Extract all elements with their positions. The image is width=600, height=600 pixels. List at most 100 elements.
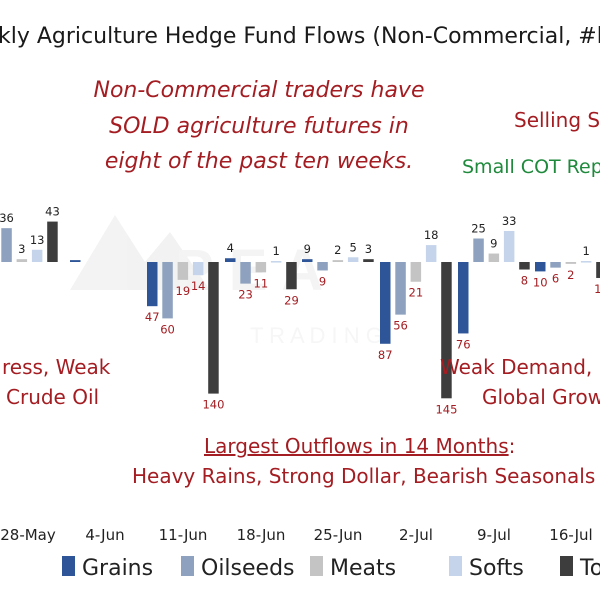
value-label: 2 [334,243,341,257]
legend-label: To [579,556,600,581]
value-label: 36 [0,211,14,225]
value-label: 1 [272,244,279,258]
bar-softs-9-jul [580,261,592,263]
bar-meats-4-jun [177,262,189,280]
x-tick-label: 9-Jul [477,526,511,544]
value-label: 1 [582,244,589,258]
bar-group [1,221,600,399]
bar-total-11-jun [286,262,297,290]
legend-label: Meats [330,556,396,581]
x-tick-label: 11-Jun [159,526,208,544]
bar-softs-21-may [31,249,43,262]
value-label: 10 [533,275,548,289]
bar-oilseeds-9-jul [550,262,561,268]
x-axis-ticks: 28-May 4-Jun 11-Jun 18-Jun 25-Jun 2-Jul 9-Jul 1… [0,526,592,544]
bar-oilseeds-2-jul [473,238,484,262]
main-note-line-2: SOLD agriculture futures in [109,114,409,139]
value-label: 145 [435,402,457,416]
bar-oilseeds-11-jun [240,262,251,284]
bar-grains-25-jun [380,262,391,344]
value-label: 8 [521,274,528,288]
bar-total-25-jun [441,262,452,399]
bar-grains-9-jul [535,262,546,272]
outflow-reasons: Heavy Rains, Strong Dollar, Bearish Seas… [132,464,595,488]
main-note-line-3: eight of the past ten weeks. [105,149,413,174]
value-label: 76 [456,337,471,351]
left-note-line-2: Crude Oil [6,385,99,409]
legend-swatch [181,556,194,576]
outflow-note: Largest Outflows in 14 Months: Heavy Rai… [132,434,595,488]
value-label: 2 [567,268,574,282]
bar-softs-4-jun [192,262,204,276]
legend-label: Oilseeds [201,556,295,581]
bar-total-4-jun [208,262,219,394]
bar-softs-11-jun [270,261,282,263]
right-note: Weak Demand, Global Grow [440,355,600,409]
value-label: 29 [284,293,299,307]
bar-meats-9-jul [565,262,577,264]
right-note-line-1: Weak Demand, [440,355,592,379]
bar-softs-2-jul [503,230,515,262]
value-label: 56 [393,319,408,333]
main-note-line-1: Non-Commercial traders have [94,78,425,103]
selling-note: Selling S [514,108,600,132]
value-label: 9 [304,242,311,256]
bar-oilseeds-18-jun [317,262,328,271]
bar-oilseeds-21-may [1,228,12,262]
bar-grains-28-may [70,260,81,262]
x-tick-label: 25-Jun [314,526,363,544]
left-note: ress, Weak Crude Oil [2,355,111,409]
value-label: 17 [594,282,600,296]
value-label: 87 [378,348,393,362]
value-label: 21 [409,286,424,300]
value-label: 3 [18,242,25,256]
value-label: 6 [552,272,559,286]
legend-swatch [560,556,573,576]
bar-meats-18-jun [332,260,344,262]
bar-grains-2-jul [458,262,469,334]
bar-total-21-may [47,221,58,262]
x-tick-label: 28-May [0,526,56,544]
bar-softs-25-jun [425,245,437,262]
svg-text:T R A D I N G: T R A D I N G [250,323,383,348]
value-label: 9 [490,237,497,251]
bar-total-18-jun [363,259,374,262]
value-label: 25 [471,222,486,236]
x-tick-label: 16-Jul [549,526,592,544]
value-label: 47 [145,310,160,324]
value-label: 11 [254,276,269,290]
value-label-group: 8363134347601914140423111299925387562118… [0,205,600,417]
bar-grains-4-jun [147,262,158,307]
value-label: 33 [502,214,517,228]
value-label: 23 [238,288,253,302]
bar-meats-25-jun [410,262,422,282]
value-label: 4 [227,241,234,255]
chart-title: kly Agriculture Hedge Fund Flows (Non-Co… [0,24,600,49]
main-note: Non-Commercial traders have SOLD agricul… [94,78,425,174]
bar-grains-18-jun [302,259,313,262]
legend: Grains Oilseeds Meats Softs To [62,556,600,581]
value-label: 60 [160,322,175,336]
x-tick-label: 2-Jul [399,526,433,544]
value-label: 3 [365,242,372,256]
legend-swatch [449,556,462,576]
value-label: 9 [319,274,326,288]
bar-meats-11-jun [255,262,267,273]
bar-meats-21-may [16,259,28,262]
legend-label: Grains [82,556,153,581]
outflow-title: Largest Outflows in 14 Months: [204,434,515,458]
left-note-line-1: ress, Weak [2,355,111,379]
bar-softs-18-jun [347,257,359,262]
cot-note: Small COT Rep [462,156,600,178]
bar-total-2-jul [519,262,530,270]
legend-label: Softs [469,556,524,581]
x-tick-label: 4-Jun [85,526,124,544]
value-label: 14 [191,279,206,293]
bar-meats-2-jul [488,253,500,262]
value-label: 13 [30,233,45,247]
bar-oilseeds-25-jun [395,262,406,315]
legend-swatch [62,556,75,576]
value-label: 140 [202,398,224,412]
x-tick-label: 18-Jun [237,526,286,544]
